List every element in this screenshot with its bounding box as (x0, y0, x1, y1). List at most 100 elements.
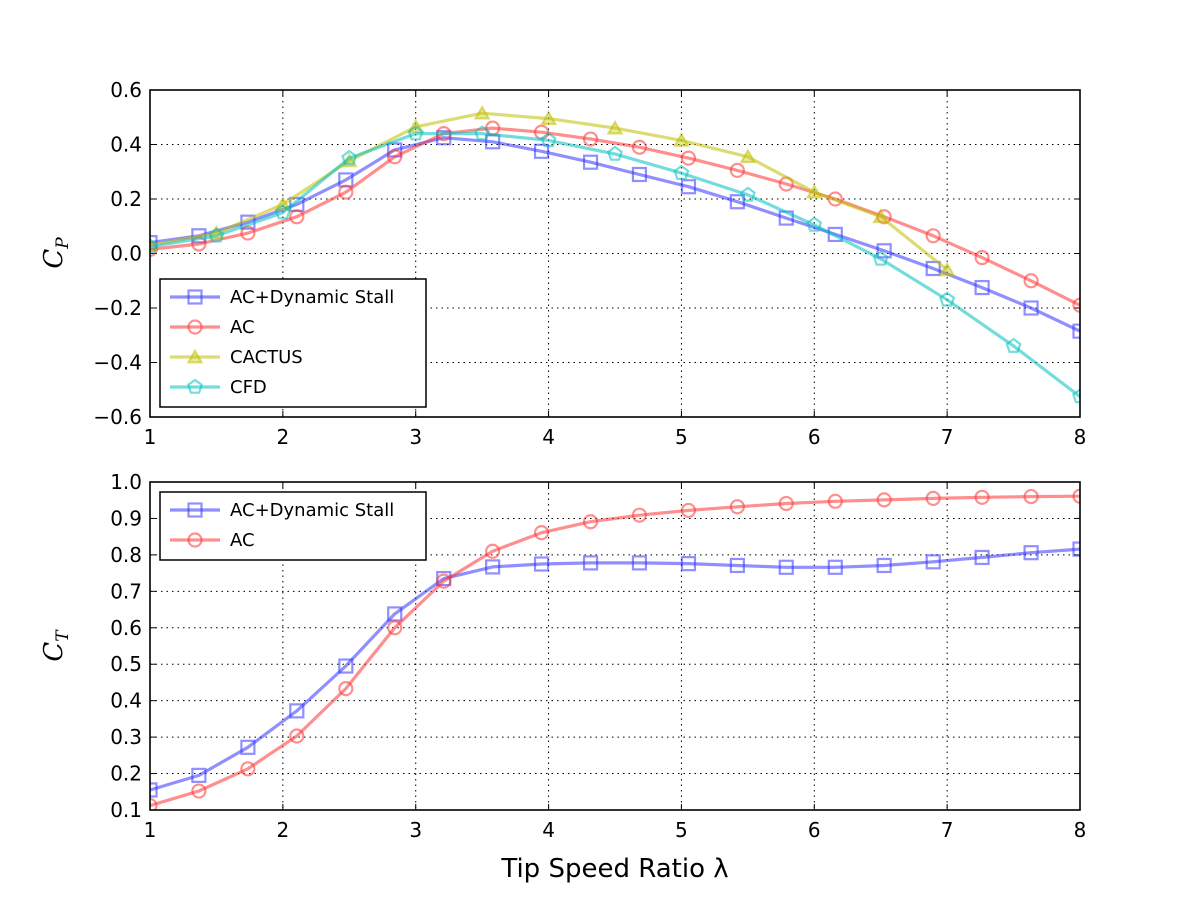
marker-pentagon (540, 132, 557, 148)
marker-pentagon (673, 164, 690, 180)
marker-square (680, 179, 697, 195)
marker-square (150, 782, 158, 798)
marker-square (1023, 300, 1039, 316)
marker-triangle (805, 184, 823, 199)
marker-pentagon (939, 291, 956, 307)
series-line (150, 126, 1080, 307)
marker-square (240, 739, 256, 755)
marker-circle (187, 319, 203, 335)
y-axis-label: CT (39, 629, 73, 662)
y-tick-label: 0.2 (110, 762, 142, 786)
marker-triangle (473, 105, 491, 120)
x-tick-label: 4 (542, 425, 555, 449)
y-tick-label: 0.9 (110, 506, 142, 530)
series-line (150, 132, 1080, 398)
marker-square (1023, 545, 1039, 561)
marker-circle (1023, 273, 1039, 289)
series-line (150, 547, 1080, 792)
marker-circle (240, 225, 256, 241)
legend-label: AC (230, 317, 255, 338)
marker-circle (289, 209, 305, 225)
x-tick-label: 5 (675, 818, 688, 842)
y-tick-label: −0.6 (93, 405, 142, 429)
marker-square (338, 658, 354, 674)
marker-circle (680, 502, 697, 519)
ct-chart: 1 2 3 4 5 6 7 81.00.90.80.70.60.50.40.30.20.1CT… (39, 470, 1087, 884)
marker-triangle (672, 132, 690, 147)
marker-pentagon (407, 125, 424, 141)
marker-square (974, 279, 990, 296)
marker-circle (191, 783, 207, 799)
marker-triangle (186, 348, 204, 364)
marker-pentagon (1071, 388, 1080, 404)
marker-square (729, 557, 745, 574)
y-tick-label: 0.0 (110, 242, 142, 266)
y-tick-label: 0.6 (110, 616, 142, 640)
marker-circle (778, 495, 794, 512)
marker-circle (582, 514, 599, 530)
marker-square (680, 556, 697, 572)
marker-circle (1023, 488, 1039, 505)
marker-circle (729, 162, 745, 178)
x-tick-label: 7 (941, 425, 954, 449)
marker-square (631, 166, 648, 183)
marker-circle (582, 131, 599, 147)
marker-square (827, 226, 843, 243)
y-axis-label: CP (39, 237, 73, 269)
x-tick-label: 7 (941, 818, 954, 842)
marker-square (876, 243, 892, 259)
marker-square (187, 289, 203, 305)
marker-pentagon (607, 145, 623, 161)
marker-circle (827, 493, 843, 509)
marker-pentagon (1005, 337, 1022, 353)
legend-label: CFD (230, 377, 267, 398)
marker-square (533, 556, 550, 572)
legend-label: AC (230, 530, 255, 551)
marker-square (631, 555, 648, 571)
marker-circle (187, 532, 203, 548)
marker-pentagon (150, 238, 158, 254)
plot-area (150, 105, 1080, 404)
y-tick-label: 0.7 (110, 579, 142, 603)
legend: AC+Dynamic Stall AC CACTUS CFD (159, 278, 427, 408)
marker-pentagon (208, 227, 225, 243)
x-tick-label: 8 (1074, 818, 1087, 842)
marker-pentagon (806, 216, 823, 232)
x-tick-label: 3 (409, 425, 422, 449)
legend-box (159, 491, 427, 561)
x-tick-label: 2 (276, 818, 289, 842)
marker-circle (729, 499, 745, 515)
x-tick-label: 5 (675, 425, 688, 449)
marker-square (827, 559, 843, 575)
marker-square (876, 557, 892, 574)
marker-pentagon (274, 204, 291, 220)
marker-circle (1072, 488, 1080, 504)
marker-triangle (606, 119, 624, 135)
marker-square (582, 154, 599, 170)
marker-pentagon (187, 378, 203, 394)
marker-square (187, 502, 203, 518)
marker-circle (387, 149, 403, 165)
marker-circle (436, 573, 452, 589)
marker-circle (338, 184, 354, 200)
x-axis-label: Tip Speed Ratio λ (500, 854, 728, 884)
y-tick-label: −0.2 (93, 296, 142, 320)
marker-circle (876, 492, 892, 508)
marker-circle (533, 525, 550, 541)
marker-square (925, 554, 941, 570)
legend: AC+Dynamic Stall AC (159, 491, 427, 561)
y-tick-label: 0.4 (110, 689, 142, 713)
cp-chart: 1 2 3 4 5 6 7 8 0.6 0.4 0.2 0.0 −0.2 −0.4 −0.6 CP AC+Dyn… (39, 78, 1086, 449)
x-tick-label: 1 (144, 818, 157, 842)
series-line (150, 111, 949, 272)
y-tick-label: −0.4 (93, 351, 142, 375)
marker-circle (631, 507, 648, 523)
marker-circle (150, 798, 158, 810)
marker-circle (974, 249, 990, 266)
marker-square (485, 559, 501, 575)
legend-label: AC+Dynamic Stall (230, 287, 394, 308)
y-tick-label: 1.0 (110, 470, 142, 494)
marker-circle (631, 139, 648, 155)
series-line (150, 136, 1080, 333)
